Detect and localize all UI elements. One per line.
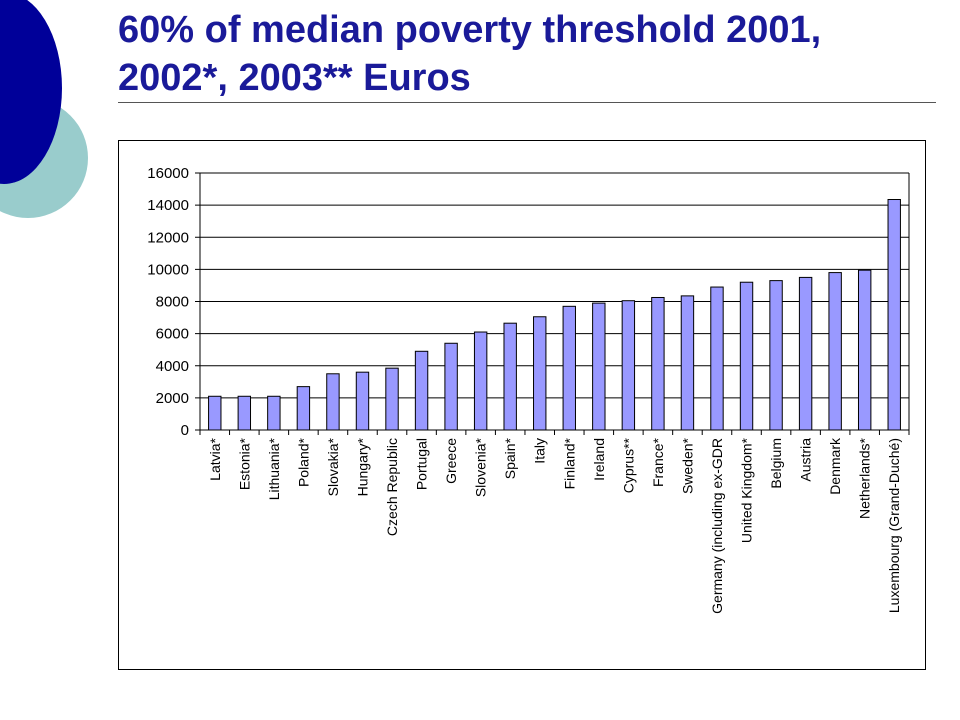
bar — [857, 269, 872, 431]
bar — [355, 371, 370, 431]
y-tick-label: 14000 — [147, 197, 189, 214]
gridlines — [200, 172, 909, 399]
y-tick-label: 8000 — [156, 294, 189, 311]
title-divider — [118, 102, 936, 103]
x-tick-label: Sweden* — [679, 437, 695, 494]
x-tick-label: Poland* — [295, 437, 311, 487]
x-tick-label: Portugal — [414, 438, 430, 490]
y-tick-label: 2000 — [156, 390, 189, 407]
x-tick-label: Lithuania* — [266, 437, 282, 500]
x-tick-label: Luxembourg (Grand-Duché) — [886, 438, 902, 613]
bar — [651, 296, 665, 431]
x-tick-label: Hungary* — [354, 437, 370, 496]
axes — [195, 172, 910, 435]
x-tick-label: France* — [650, 437, 666, 487]
bar — [385, 367, 399, 431]
bar — [739, 281, 754, 431]
chart-area: 0 2000 4000 6000 8000 10000 12000 14000 16000 La… — [118, 140, 926, 670]
bar — [680, 295, 695, 431]
decorative-circles — [0, 0, 88, 218]
x-tick-label: Greece — [443, 438, 459, 484]
bar — [769, 280, 783, 431]
x-tick-label: Ireland — [591, 438, 607, 481]
y-tick-label: 6000 — [156, 326, 189, 343]
bar — [621, 300, 636, 431]
bars — [208, 199, 901, 431]
bar — [562, 305, 576, 431]
x-tick-label: Italy — [532, 438, 548, 464]
bar-chart: 0 2000 4000 6000 8000 10000 12000 14000 16000 La… — [147, 165, 910, 614]
x-tick-label: Czech Republic — [384, 438, 400, 536]
y-tick-label: 12000 — [147, 229, 189, 246]
bar — [473, 331, 488, 431]
x-tick-label: Germany (including ex-GDR — [709, 438, 725, 614]
x-tick-label: Spain* — [502, 437, 518, 479]
bar — [208, 395, 222, 431]
bar — [326, 373, 340, 431]
x-tick-label: Austria — [798, 438, 814, 482]
x-tick-label: Netherlands* — [857, 437, 873, 518]
y-tick-label: 4000 — [156, 358, 189, 375]
bar — [503, 322, 517, 431]
bar — [444, 342, 458, 431]
x-tick-label: Finland* — [561, 437, 577, 489]
bar — [710, 286, 724, 431]
x-tick-label: Latvia* — [207, 437, 223, 480]
bar — [592, 302, 606, 431]
x-tick-label: Cyprus** — [620, 437, 636, 493]
bar — [237, 395, 252, 431]
x-tick-label: Slovakia* — [325, 437, 341, 496]
x-tick-label: Estonia* — [236, 437, 252, 490]
slide-title: 60% of median poverty threshold 2001, 20… — [118, 9, 822, 99]
bar — [887, 199, 901, 431]
x-tick-label: Denmark — [827, 437, 843, 495]
y-tick-label: 0 — [181, 422, 189, 439]
y-tick-labels: 0 2000 4000 6000 8000 10000 12000 14000 16000 — [147, 165, 189, 439]
bar — [296, 386, 311, 431]
x-tick-labels: Latvia* Estonia* Lithuania* Poland* Slovakia… — [207, 437, 902, 614]
bar — [267, 395, 281, 431]
bar — [798, 276, 813, 431]
y-tick-label: 16000 — [147, 165, 189, 182]
bar — [828, 272, 842, 431]
x-tick-label: United Kingdom* — [739, 437, 755, 543]
x-tick-label: Slovenia* — [473, 437, 489, 497]
dark-blue-ellipse — [0, 0, 62, 184]
bar — [414, 350, 429, 431]
bar — [533, 316, 547, 431]
x-tick-label: Belgium — [768, 438, 784, 489]
y-tick-label: 10000 — [147, 261, 189, 278]
